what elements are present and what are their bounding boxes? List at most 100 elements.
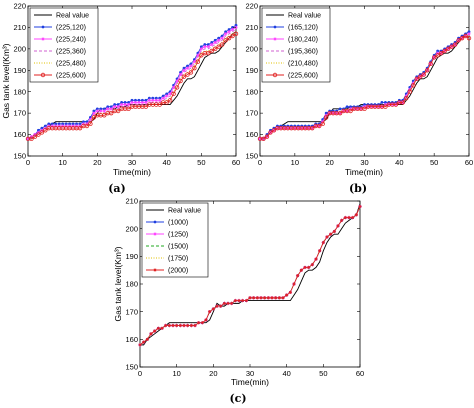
data-point — [37, 128, 40, 132]
y-ticks-b: 150 160 170 180 190 200 210 220 — [245, 2, 469, 161]
y-tick-label: 200 — [13, 44, 26, 53]
x-axis-label-b: Time(min) — [345, 167, 383, 177]
legend-entry: Real value — [266, 13, 321, 20]
data-point — [95, 109, 100, 113]
data-point — [206, 50, 211, 56]
data-point — [270, 296, 274, 300]
data-point — [295, 274, 300, 278]
data-point — [147, 98, 152, 102]
data-point — [115, 108, 121, 114]
data-point — [147, 96, 151, 100]
legend-entry: (1250) — [146, 232, 188, 239]
data-point — [102, 113, 107, 118]
x-tick-label: 40 — [162, 158, 170, 167]
data-point — [288, 290, 293, 294]
data-point — [400, 100, 406, 105]
data-point — [195, 59, 201, 64]
data-point — [325, 235, 329, 239]
legend-label: (1750) — [168, 256, 188, 263]
data-point — [130, 100, 134, 105]
data-point — [320, 121, 325, 127]
data-point — [314, 257, 318, 261]
x-tick-label: 0 — [138, 369, 142, 378]
data-point — [160, 326, 164, 330]
data-point — [425, 68, 430, 73]
data-point — [383, 104, 388, 109]
data-point — [189, 64, 193, 68]
y-tick-label: 160 — [125, 335, 138, 344]
data-point — [328, 232, 333, 236]
legend-entry: (1500) — [146, 244, 188, 251]
data-point — [188, 70, 194, 75]
data-point — [29, 136, 34, 142]
y-tick-label: 170 — [125, 307, 138, 316]
data-point — [88, 117, 93, 122]
legend-label: (225,240) — [56, 37, 86, 44]
x-tick-label: 20 — [325, 158, 333, 167]
data-point — [467, 30, 471, 34]
data-point — [240, 298, 245, 303]
data-point — [310, 125, 315, 131]
legend-label: Real value — [288, 13, 321, 20]
x-tick-label: 30 — [246, 369, 254, 378]
data-point — [445, 46, 451, 52]
legend-entry: (1750) — [146, 256, 188, 263]
data-point — [230, 27, 235, 32]
legend-label: (225,600) — [288, 73, 318, 80]
y-tick-label: 200 — [245, 44, 258, 53]
data-point — [113, 103, 117, 106]
data-point — [284, 293, 289, 297]
data-point — [61, 122, 65, 126]
data-point — [343, 215, 348, 220]
data-point — [174, 323, 179, 328]
data-point — [230, 33, 235, 39]
data-point — [251, 296, 256, 300]
data-point — [181, 74, 187, 79]
data-point — [71, 122, 75, 126]
data-point — [231, 26, 234, 29]
data-point — [43, 124, 47, 128]
y-ticks-a: 150 160 170 180 190 200 210 220 — [13, 2, 236, 161]
data-point — [206, 45, 210, 49]
data-point — [137, 100, 141, 105]
data-point — [92, 109, 96, 113]
x-tick-label: 0 — [26, 158, 30, 167]
data-point — [189, 323, 194, 328]
data-point — [123, 101, 127, 104]
legend-marker — [153, 268, 157, 272]
data-point — [204, 318, 208, 322]
data-point — [40, 126, 44, 130]
data-point — [99, 109, 103, 113]
series-line-5 — [28, 33, 237, 140]
chart-b: 0 10 20 30 40 50 60 150 160 170 180 190 200 210 220 T… — [245, 2, 473, 195]
data-point — [466, 35, 472, 41]
data-point — [259, 296, 263, 300]
data-point — [95, 107, 99, 111]
legend-entry: Real value — [146, 208, 201, 215]
data-point — [199, 47, 204, 51]
legend-marker — [273, 25, 277, 29]
data-point — [200, 321, 205, 325]
data-point — [336, 224, 340, 228]
y-tick-label: 180 — [125, 280, 138, 289]
legend-label: (180,240) — [288, 37, 318, 44]
y-tick-label: 150 — [125, 363, 138, 372]
legend-marker — [40, 72, 46, 78]
data-point — [347, 215, 351, 220]
data-point — [210, 42, 214, 47]
data-point — [54, 122, 58, 126]
x-tick-label: 40 — [282, 369, 290, 378]
data-point — [262, 296, 267, 300]
data-point — [323, 115, 329, 120]
data-point — [317, 123, 322, 129]
data-point — [332, 229, 337, 234]
data-point — [321, 240, 326, 245]
data-point — [140, 100, 145, 105]
legend-label: (1500) — [168, 244, 188, 251]
data-point — [112, 105, 117, 109]
data-point — [171, 91, 176, 97]
legend-marker — [41, 37, 45, 41]
legend-label: (165,120) — [288, 25, 318, 32]
legend-marker — [153, 220, 157, 224]
